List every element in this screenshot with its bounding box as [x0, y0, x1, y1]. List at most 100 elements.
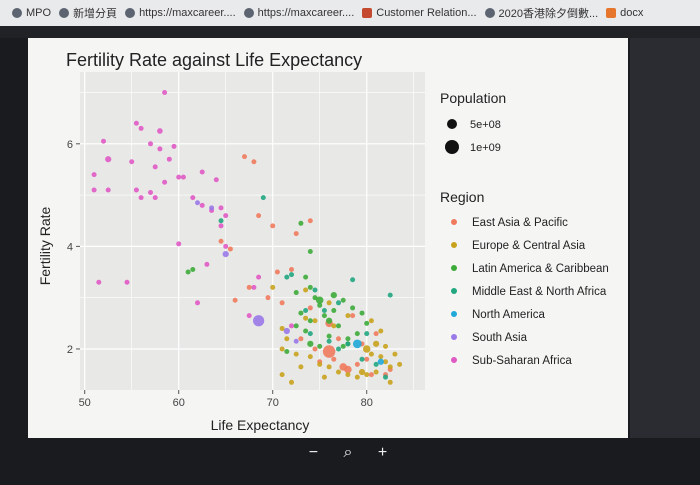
data-point [315, 296, 324, 304]
region-legend-dot [451, 288, 457, 294]
region-legend-dot [451, 242, 457, 248]
data-point [336, 336, 342, 342]
data-point [157, 146, 163, 152]
data-point [303, 308, 309, 313]
data-point [330, 291, 337, 299]
data-point [148, 190, 154, 196]
data-point [368, 318, 374, 324]
data-point [317, 302, 323, 308]
data-point [218, 218, 224, 224]
data-point [352, 339, 362, 349]
chart-figure: 50 60 70 80 2 4 6 Fertility Rate against Life … [28, 38, 628, 438]
data-point [321, 374, 327, 380]
data-point [392, 351, 398, 357]
bookmark-countdown[interactable]: 2020香港除夕倒數... [484, 5, 598, 21]
data-point [162, 179, 168, 185]
data-point [364, 356, 370, 362]
search-icon[interactable]: ⌕ [343, 444, 353, 461]
data-point [377, 358, 384, 365]
data-point [383, 374, 389, 380]
data-point [312, 318, 318, 324]
data-point [246, 284, 252, 290]
bookmark-new-tab[interactable]: 新增分頁 [59, 5, 117, 21]
data-point [331, 308, 337, 313]
data-point [354, 374, 360, 380]
data-point [133, 120, 139, 126]
x-axis-label: Life Expectancy [211, 417, 310, 433]
data-point [283, 327, 290, 335]
doc-icon [606, 8, 617, 18]
data-point [105, 156, 112, 163]
data-point [176, 241, 182, 247]
globe-icon [484, 8, 495, 18]
data-point [293, 351, 299, 357]
zoom-toolbar: − ⌕ + [296, 440, 400, 466]
data-point [133, 187, 139, 193]
data-point [345, 372, 351, 378]
data-point [345, 336, 351, 342]
data-point [326, 338, 332, 344]
zoom-in-button[interactable]: + [377, 444, 388, 461]
region-legend-title: Region [440, 189, 484, 205]
region-legend-dot [451, 357, 457, 363]
data-point [321, 308, 327, 313]
data-point [307, 284, 313, 290]
data-point [378, 354, 384, 360]
data-point [289, 266, 295, 272]
data-point [362, 345, 371, 353]
bookmark-maxcareer-2[interactable]: https://maxcareer.... [243, 7, 354, 19]
bookmark-docx[interactable]: docx [606, 7, 643, 19]
data-point [354, 361, 360, 367]
data-point [364, 372, 370, 378]
data-point [152, 195, 158, 201]
region-legend-dot [451, 219, 457, 225]
data-point [373, 361, 379, 367]
region-legend-label: South Asia [472, 332, 528, 344]
data-point [251, 159, 257, 165]
data-point [303, 315, 309, 321]
data-point [368, 372, 374, 378]
data-point [223, 213, 229, 219]
globe-icon [125, 8, 136, 18]
data-point [199, 169, 205, 175]
data-point [322, 345, 336, 358]
data-point [350, 305, 356, 311]
zoom-out-button[interactable]: − [308, 444, 319, 461]
data-point [303, 274, 309, 280]
data-point [265, 295, 271, 301]
data-point [298, 364, 304, 370]
data-point [350, 277, 356, 283]
data-point [96, 279, 102, 285]
data-point [166, 156, 172, 162]
data-point [331, 356, 337, 362]
data-point [378, 328, 384, 334]
data-point [298, 336, 304, 342]
data-point [340, 297, 346, 303]
scatter-chart: 50 60 70 80 2 4 6 Fertility Rate against Life … [37, 50, 609, 433]
data-point [176, 174, 182, 180]
data-point [270, 284, 276, 290]
data-point [359, 356, 365, 362]
population-legend-title: Population [440, 90, 506, 106]
bookmark-mpo[interactable]: MPO [12, 7, 51, 19]
data-point [307, 305, 313, 311]
size-legend-dot [445, 140, 459, 154]
data-point [242, 154, 248, 160]
data-point [180, 174, 186, 180]
region-legend-label: Sub-Saharan Africa [472, 355, 572, 367]
data-point [345, 313, 351, 319]
size-legend-dot [447, 119, 457, 129]
data-point [256, 274, 262, 280]
data-point [289, 323, 295, 329]
data-point [307, 249, 313, 255]
data-point [190, 195, 196, 201]
data-point [326, 300, 332, 306]
data-point [195, 300, 201, 306]
data-point [284, 336, 290, 342]
y-axis-label: Fertility Rate [37, 207, 53, 286]
region-legend-dot [451, 334, 457, 340]
bookmark-maxcareer-1[interactable]: https://maxcareer.... [125, 7, 236, 19]
data-point [372, 340, 380, 347]
bookmark-customer-relation[interactable]: Customer Relation... [362, 7, 477, 19]
region-legend: East Asia & Pacific Europe & Central Asia… [451, 217, 609, 367]
